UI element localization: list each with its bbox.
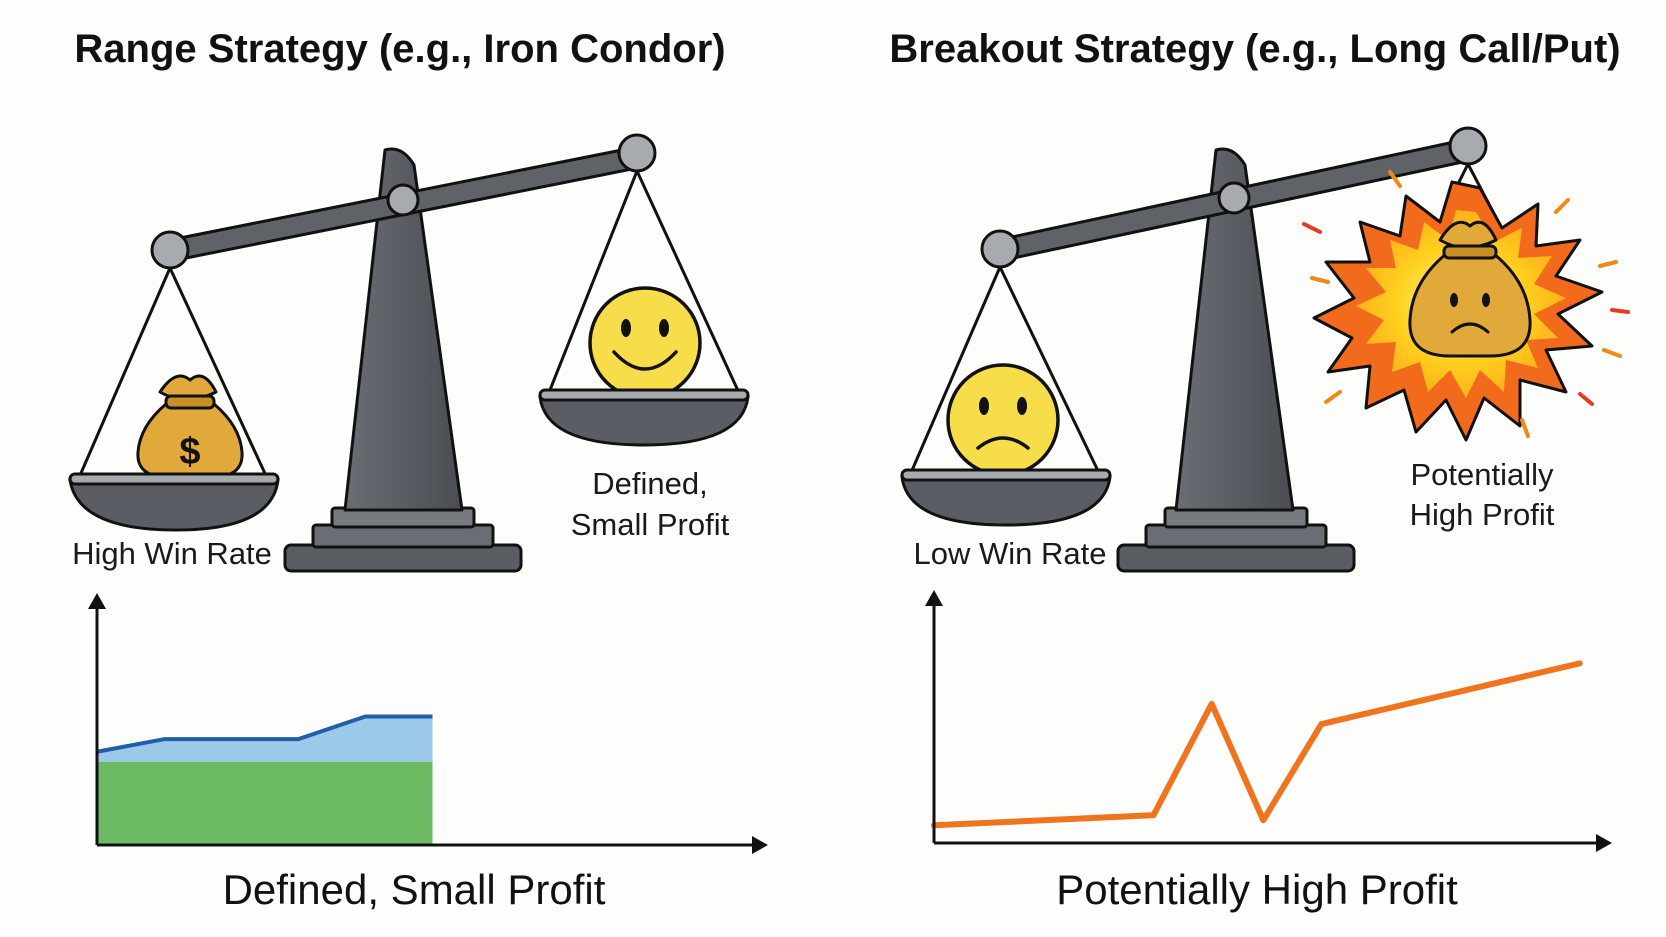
right-beam-end-left — [980, 229, 1020, 269]
right-scale-pivot — [1217, 181, 1251, 215]
left-beam-end-right — [617, 133, 657, 173]
right-pan-left-string-b — [998, 266, 1102, 476]
left-high-win-rate-label: High Win Rate — [72, 536, 272, 571]
left-pan-left-string-b — [168, 267, 270, 481]
left-pan-right-rim — [538, 388, 750, 402]
left-pan-left-bowl — [68, 478, 280, 532]
right-high-profit-label-line2: High Profit — [1410, 497, 1555, 532]
left-defined-label-line2: Small Profit — [571, 507, 730, 542]
range-lower-band-area — [97, 761, 433, 845]
right-caption: Potentially High Profit — [1056, 866, 1458, 913]
left-panel-title: Range Strategy (e.g., Iron Condor) — [74, 27, 725, 71]
left-scale-pole — [343, 147, 464, 512]
sad-face-icon — [946, 363, 1060, 477]
left-defined-label-line1: Defined, — [592, 466, 707, 501]
left-pan-left-string-a — [76, 267, 172, 481]
left-pan-right-bowl — [538, 395, 750, 447]
right-balance-scale — [908, 126, 1494, 573]
smiley-icon — [588, 286, 702, 400]
range-chart-y-axis-arrow — [88, 593, 106, 609]
left-scale-pivot — [386, 183, 420, 217]
right-pan-left-rim — [900, 468, 1112, 482]
left-pan-left-rim — [68, 472, 280, 486]
range-chart-x-axis-arrow — [752, 836, 768, 854]
right-beam-end-right — [1448, 126, 1488, 166]
left-caption: Defined, Small Profit — [223, 866, 606, 913]
left-balance-scale — [76, 133, 742, 573]
right-low-win-rate-label: Low Win Rate — [914, 536, 1107, 571]
left-pan-right-string-a — [546, 170, 639, 396]
left-scale-base-bottom — [283, 543, 523, 573]
range-profit-chart — [88, 593, 768, 854]
money-bag-icon: $ — [136, 374, 244, 480]
sad-money-bag-icon — [1408, 220, 1532, 358]
right-pan-left-bowl — [900, 475, 1112, 527]
breakout-profit-line — [931, 660, 1583, 829]
left-beam-end-left — [150, 230, 190, 270]
breakout-chart-y-axis-arrow — [925, 590, 943, 606]
breakout-chart-x-axis-arrow — [1596, 834, 1612, 852]
right-panel-title: Breakout Strategy (e.g., Long Call/Put) — [889, 27, 1620, 71]
right-pan-left-string-a — [908, 266, 1002, 476]
range-profit-line — [96, 714, 433, 754]
left-pan-right-string-b — [635, 170, 742, 396]
right-potentially-label-line1: Potentially — [1410, 457, 1554, 492]
right-scale-pole — [1174, 147, 1295, 512]
svg-text:$: $ — [179, 431, 200, 473]
breakout-profit-chart — [925, 590, 1612, 852]
right-scale-base-bottom — [1116, 543, 1356, 573]
